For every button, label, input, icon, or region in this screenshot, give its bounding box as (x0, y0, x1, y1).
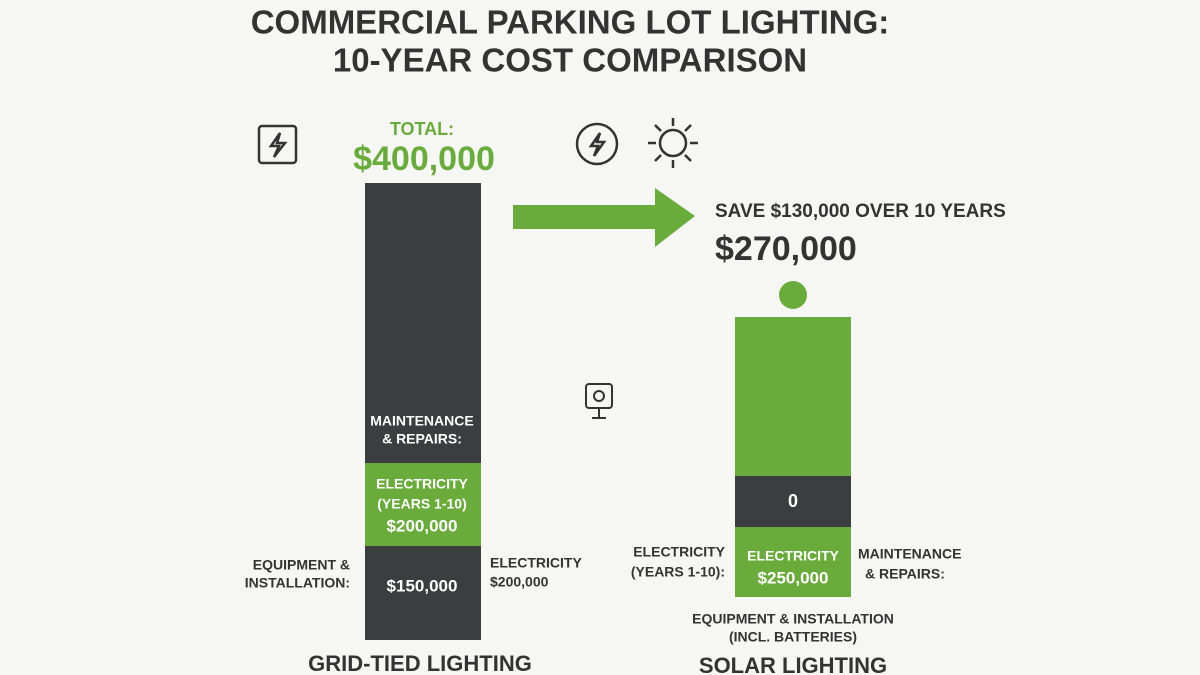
segment-value: $150,000 (387, 576, 458, 595)
total: $400,000 (353, 140, 495, 178)
dot (779, 281, 807, 309)
bar-segment (735, 317, 851, 476)
bar-segment (735, 476, 851, 527)
side-label: ELECTRICITY (490, 555, 582, 571)
bar-segment (365, 546, 481, 640)
side-label: EQUIPMENT & INSTALLATION (692, 611, 894, 627)
side-label: EQUIPMENT & (253, 557, 350, 573)
side-label: INSTALLATION: (245, 575, 350, 591)
total-label: TOTAL: (390, 119, 454, 139)
bar-segment (365, 183, 481, 463)
bar-segment (365, 463, 481, 546)
side-label: (YEARS 1-10): (631, 564, 725, 580)
segment-value: $200,000 (387, 516, 458, 535)
side-label: MAINTENANCE (858, 546, 961, 562)
segment-label: (YEARS 1-10) (377, 496, 466, 512)
bar-name: SOLAR LIGHTING (699, 653, 887, 675)
sun-icon (648, 118, 698, 168)
bar-segment (735, 527, 851, 597)
segment-label: ELECTRICITY (747, 548, 839, 564)
title-line: 10-YEAR COST COMPARISON (333, 42, 807, 79)
side-label: & REPAIRS: (865, 566, 945, 582)
bar-name: GRID-TIED LIGHTING (308, 651, 532, 675)
power-icon (575, 122, 619, 166)
grid-icon (257, 124, 298, 165)
segment-value: 0 (788, 491, 798, 511)
segment-value: $250,000 (758, 568, 829, 587)
total: $270,000 (715, 230, 857, 268)
segment-label: & REPAIRS: (382, 431, 462, 447)
arrow (513, 188, 695, 247)
side-label: $200,000 (490, 574, 549, 590)
title-line: COMMERCIAL PARKING LOT LIGHTING: (251, 4, 890, 41)
segment-label: ELECTRICITY (376, 476, 468, 492)
side-label: ELECTRICITY (633, 544, 725, 560)
monitor-icon (585, 383, 613, 419)
savings: SAVE $130,000 OVER 10 YEARS (715, 201, 1006, 222)
segment-label: MAINTENANCE (370, 413, 473, 429)
side-label: (INCL. BATTERIES) (729, 629, 857, 645)
